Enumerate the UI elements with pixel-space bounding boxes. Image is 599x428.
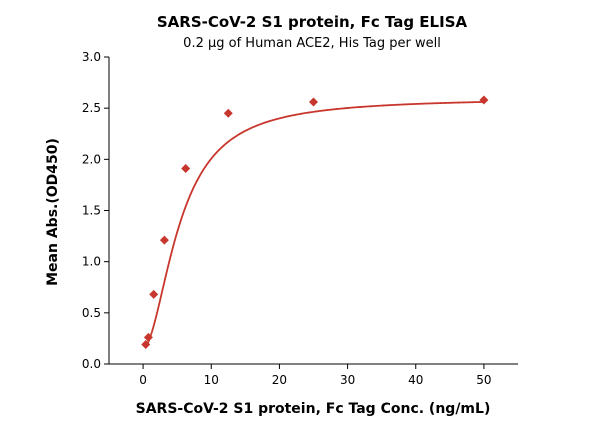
x-axis-label: SARS-CoV-2 S1 protein, Fc Tag Conc. (ng/… — [136, 401, 491, 417]
y-axis-ticks: 0.0 0.5 1.0 1.5 2.0 2.5 3.0 — [82, 50, 109, 371]
x-tick-label: 30 — [340, 373, 355, 387]
data-point — [309, 97, 318, 107]
x-tick-label: 40 — [408, 373, 423, 387]
data-point — [181, 164, 191, 174]
chart-subtitle: 0.2 μg of Human ACE2, His Tag per well — [183, 36, 441, 51]
x-tick-label: 0 — [139, 373, 147, 387]
y-tick-label: 2.0 — [82, 152, 101, 166]
chart-title: SARS-CoV-2 S1 protein, Fc Tag ELISA — [157, 13, 468, 31]
y-tick-label: 0.5 — [82, 306, 101, 320]
data-point — [141, 340, 151, 350]
fit-curve — [144, 101, 484, 348]
x-tick-label: 20 — [272, 373, 287, 387]
data-point — [149, 289, 159, 299]
data-points — [141, 95, 489, 350]
data-point — [159, 235, 169, 245]
x-axis-ticks: 0 10 20 30 40 50 — [139, 364, 492, 387]
x-tick-label: 10 — [204, 373, 219, 387]
y-tick-label: 0.0 — [82, 357, 101, 371]
x-tick-label: 50 — [476, 373, 491, 387]
y-axis-label: Mean Abs.(OD450) — [45, 138, 61, 286]
y-tick-label: 1.0 — [82, 255, 101, 269]
y-tick-label: 2.5 — [82, 101, 101, 115]
data-point — [479, 95, 489, 105]
data-point — [143, 332, 153, 342]
y-tick-label: 3.0 — [82, 50, 101, 64]
data-point — [223, 108, 233, 118]
y-tick-label: 1.5 — [82, 204, 101, 218]
